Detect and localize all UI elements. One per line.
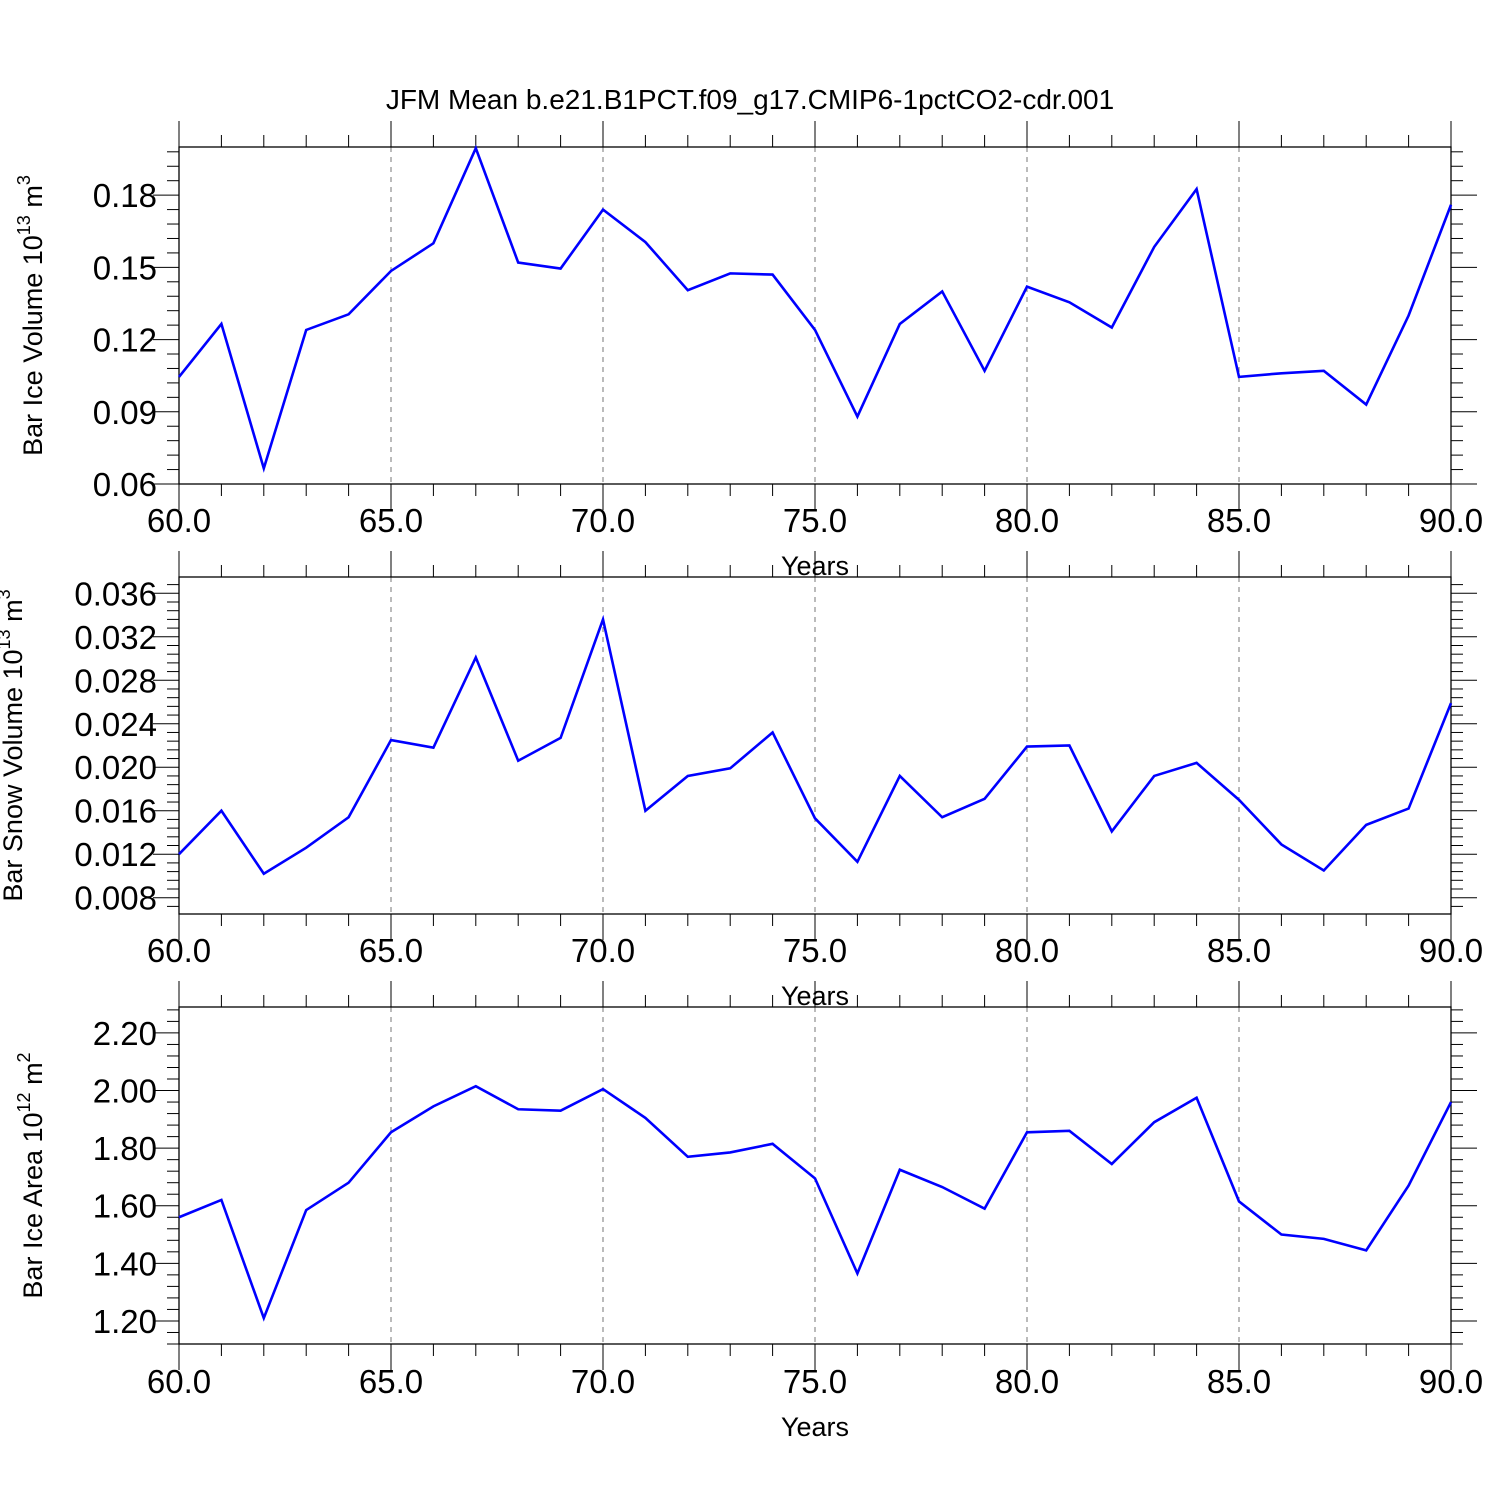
panel3-x-tick-label: 85.0 — [1207, 1363, 1271, 1400]
panel2-x-tick-label: 70.0 — [571, 932, 635, 969]
panel1-y-axis-title: Bar Ice Volume 1013 m3 — [14, 175, 48, 456]
panel3-x-tick-label: 75.0 — [783, 1363, 847, 1400]
panel2-y-tick-label: 0.036 — [74, 575, 157, 612]
panel3-x-tick-label: 80.0 — [995, 1363, 1059, 1400]
panel1-x-tick-label: 90.0 — [1419, 502, 1483, 539]
panel2-x-tick-label: 75.0 — [783, 932, 847, 969]
panel2-x-tick-label: 85.0 — [1207, 932, 1271, 969]
panel3-x-tick-label: 70.0 — [571, 1363, 635, 1400]
panel2-y-tick-label: 0.032 — [74, 619, 157, 656]
panel2-x-tick-label: 65.0 — [359, 932, 423, 969]
panel3-y-tick-label: 2.20 — [93, 1015, 157, 1052]
panel2-series-line — [178, 614, 1453, 876]
panel3-x-tick-label: 65.0 — [359, 1363, 423, 1400]
panel3-x-tick-label: 60.0 — [147, 1363, 211, 1400]
panel2-y-tick-label: 0.008 — [74, 880, 157, 917]
panel2-y-tick-label: 0.016 — [74, 793, 157, 830]
panel3-x-tick-label: 90.0 — [1419, 1363, 1483, 1400]
panel1-x-tick-label: 85.0 — [1207, 502, 1271, 539]
panel1-y-tick-label: 0.09 — [93, 394, 157, 431]
panel3-series-line — [178, 1084, 1453, 1322]
panel1-x-tick-label: 75.0 — [783, 502, 847, 539]
panel3-y-axis-title: Bar Ice Area 1012 m2 — [14, 1052, 48, 1298]
panel1-y-tick-label: 0.06 — [93, 466, 157, 503]
panel1-y-tick-label: 0.15 — [93, 249, 157, 286]
panel1-x-tick-label: 70.0 — [571, 502, 635, 539]
panel2-y-tick-label: 0.028 — [74, 662, 157, 699]
panel3-x-axis-title: Years — [781, 1412, 849, 1442]
panel1-series-line — [177, 144, 1453, 473]
panel3-y-tick-label: 2.00 — [93, 1073, 157, 1110]
panel1-x-tick-label: 60.0 — [147, 502, 211, 539]
panel2-y-tick-label: 0.020 — [74, 749, 157, 786]
panel1-x-tick-label: 65.0 — [359, 502, 423, 539]
panel1-x-tick-label: 80.0 — [995, 502, 1059, 539]
panel2-y-tick-label: 0.012 — [74, 836, 157, 873]
chart-title: JFM Mean b.e21.B1PCT.f09_g17.CMIP6-1pctC… — [385, 84, 1115, 115]
panel2-y-axis-title: Bar Snow Volume 1013 m3 — [0, 589, 28, 901]
panel2-x-tick-label: 80.0 — [995, 932, 1059, 969]
panel2-x-tick-label: 90.0 — [1419, 932, 1483, 969]
panel1-y-tick-label: 0.18 — [93, 177, 157, 214]
panel3-y-tick-label: 1.20 — [93, 1303, 157, 1340]
panel3-y-tick-label: 1.60 — [93, 1188, 157, 1225]
panel2-x-tick-label: 60.0 — [147, 932, 211, 969]
panel3-y-tick-label: 1.80 — [93, 1130, 157, 1167]
panel2-y-tick-label: 0.024 — [74, 706, 157, 743]
panel1-y-tick-label: 0.12 — [93, 322, 157, 359]
panel3-y-tick-label: 1.40 — [93, 1245, 157, 1282]
